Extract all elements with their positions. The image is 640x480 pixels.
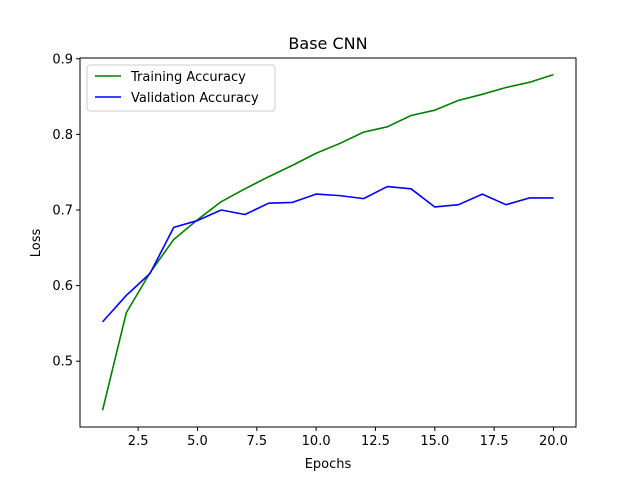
y-tick-label: 0.8 xyxy=(52,128,73,143)
y-tick-label: 0.6 xyxy=(52,279,73,294)
series-line-validation-accuracy xyxy=(101,185,554,323)
y-axis-label: Loss xyxy=(29,229,44,258)
plot-frame xyxy=(79,57,577,428)
y-tick-label: 0.5 xyxy=(52,355,73,370)
x-tick-label: 15.0 xyxy=(420,434,449,449)
x-tick-label: 20.0 xyxy=(539,434,568,449)
legend-box xyxy=(86,64,276,112)
chart-title: Base CNN xyxy=(288,34,367,53)
legend: Training Accuracy Validation Accuracy xyxy=(86,64,276,112)
x-tick-label: 17.5 xyxy=(480,434,509,449)
x-tick-label: 10.0 xyxy=(302,434,331,449)
x-tick-label: 2.5 xyxy=(128,434,149,449)
x-tick-label: 5.0 xyxy=(187,434,208,449)
x-axis: 2.5 5.0 7.5 10.0 12.5 15.0 17.5 20.0 xyxy=(128,427,568,449)
y-tick-label: 0.9 xyxy=(52,52,73,67)
x-tick-label: 12.5 xyxy=(361,434,390,449)
x-tick-label: 7.5 xyxy=(246,434,267,449)
legend-label-validation: Validation Accuracy xyxy=(131,91,259,106)
y-axis: 0.5 0.6 0.7 0.8 0.9 xyxy=(52,52,80,370)
y-tick-label: 0.7 xyxy=(52,203,73,218)
legend-label-training: Training Accuracy xyxy=(130,70,246,85)
series-line-training-accuracy xyxy=(101,73,554,411)
x-axis-label: Epochs xyxy=(305,457,352,472)
series-layer xyxy=(101,73,554,411)
